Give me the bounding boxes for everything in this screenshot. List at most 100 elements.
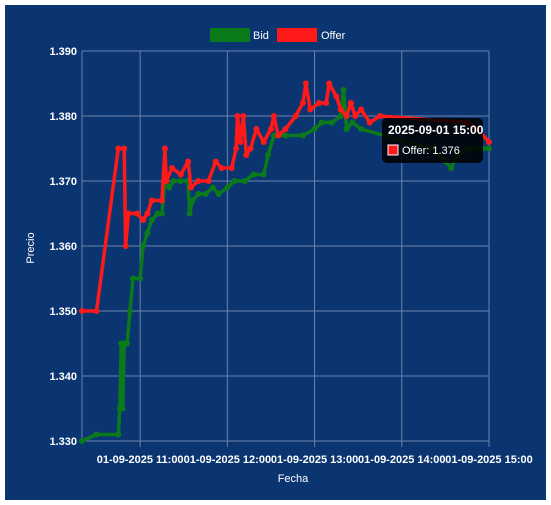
data-point xyxy=(127,308,133,314)
data-point xyxy=(140,243,147,249)
data-point xyxy=(377,113,383,119)
data-point xyxy=(352,113,359,119)
data-point xyxy=(129,275,136,282)
x-tick-label: 01-09-2025 14:00 xyxy=(358,454,445,466)
data-point xyxy=(270,132,277,139)
data-point xyxy=(318,119,325,126)
data-point xyxy=(241,178,248,184)
data-point xyxy=(185,158,192,165)
x-tick-label: 01-09-2025 12:00 xyxy=(184,454,271,466)
data-point xyxy=(250,171,257,178)
data-point xyxy=(282,132,289,139)
y-tick-label: 1.370 xyxy=(49,176,77,188)
series-offer xyxy=(79,80,492,314)
data-point xyxy=(326,80,333,87)
data-point xyxy=(115,431,122,438)
data-point xyxy=(125,210,132,217)
data-point xyxy=(158,210,165,217)
price-chart: 1.390 1.380 1.370 1.360 1.350 1.340 1.330 01-0… xyxy=(25,28,533,485)
chart-panel: 1.390 1.380 1.370 1.360 1.350 1.340 1.330 01-0… xyxy=(5,5,546,500)
series-line-offer xyxy=(82,81,491,313)
data-point xyxy=(282,126,289,132)
data-point xyxy=(270,113,277,119)
data-point xyxy=(234,113,241,119)
data-point xyxy=(163,178,170,184)
y-tick-label: 1.380 xyxy=(49,111,77,123)
tooltip-box xyxy=(382,118,483,163)
y-tick-labels: 1.390 1.380 1.370 1.360 1.350 1.340 1.330 xyxy=(49,46,77,448)
data-point xyxy=(347,100,354,106)
data-point xyxy=(315,100,322,106)
data-point xyxy=(144,210,151,217)
data-point xyxy=(243,152,250,158)
data-point xyxy=(299,132,306,139)
legend[interactable]: Bid Offer xyxy=(210,28,346,42)
data-point xyxy=(154,210,161,217)
data-point xyxy=(134,210,141,217)
legend-label: Offer xyxy=(321,30,346,42)
y-tick-label: 1.350 xyxy=(49,306,77,318)
tooltip-body: Offer: 1.376 xyxy=(402,145,460,157)
data-point xyxy=(302,80,309,87)
data-point xyxy=(218,165,225,171)
legend-swatch xyxy=(210,28,250,42)
data-point xyxy=(340,87,347,93)
data-point xyxy=(177,178,184,184)
y-axis-title: Precio xyxy=(25,232,37,263)
x-axis-title: Fecha xyxy=(278,473,309,485)
legend-swatch xyxy=(277,28,317,42)
data-point xyxy=(166,184,173,191)
legend-label: Bid xyxy=(253,30,269,42)
data-point xyxy=(215,191,222,197)
data-point xyxy=(161,145,168,152)
legend-item-bid[interactable]: Bid xyxy=(210,28,269,42)
data-point xyxy=(195,191,202,197)
data-point xyxy=(260,139,267,145)
data-point xyxy=(144,230,151,236)
data-point xyxy=(137,275,144,282)
data-point xyxy=(124,340,131,347)
data-point xyxy=(240,113,247,119)
data-point xyxy=(349,119,356,126)
y-tick-label: 1.390 xyxy=(49,46,77,58)
data-point xyxy=(333,93,340,100)
data-point xyxy=(329,119,335,126)
data-point xyxy=(486,139,492,145)
data-point xyxy=(268,126,274,132)
data-point xyxy=(115,145,122,152)
data-point xyxy=(237,139,244,145)
series-group xyxy=(79,80,492,444)
data-point xyxy=(224,184,231,191)
data-point xyxy=(119,405,126,412)
data-point xyxy=(228,165,235,171)
data-point xyxy=(79,438,85,444)
data-point xyxy=(233,145,240,152)
x-tick-label: 01-09-2025 11:00 xyxy=(97,454,184,466)
data-point xyxy=(186,210,193,217)
data-point xyxy=(323,100,330,106)
data-point xyxy=(148,217,155,223)
data-point xyxy=(140,217,147,223)
data-point xyxy=(307,106,314,113)
data-point xyxy=(122,243,129,249)
data-point xyxy=(337,113,344,119)
data-point xyxy=(299,100,306,106)
data-point xyxy=(358,106,365,113)
data-point xyxy=(212,158,219,165)
x-tick-label: 01-09-2025 15:00 xyxy=(445,454,532,466)
tooltip-swatch xyxy=(387,144,399,156)
tooltip-title: 2025-09-01 15:00 xyxy=(388,123,484,137)
x-tick-label: 01-09-2025 13:00 xyxy=(271,454,358,466)
legend-item-offer[interactable]: Offer xyxy=(277,28,346,42)
data-point xyxy=(121,145,128,152)
y-tick-label: 1.340 xyxy=(49,371,77,383)
data-point xyxy=(448,165,455,171)
data-point xyxy=(260,171,267,178)
y-tick-label: 1.360 xyxy=(49,241,77,253)
data-point xyxy=(265,152,272,158)
data-point xyxy=(158,197,165,204)
data-point xyxy=(486,145,492,152)
data-point xyxy=(169,165,176,171)
data-point xyxy=(343,126,350,132)
data-point xyxy=(205,178,212,184)
